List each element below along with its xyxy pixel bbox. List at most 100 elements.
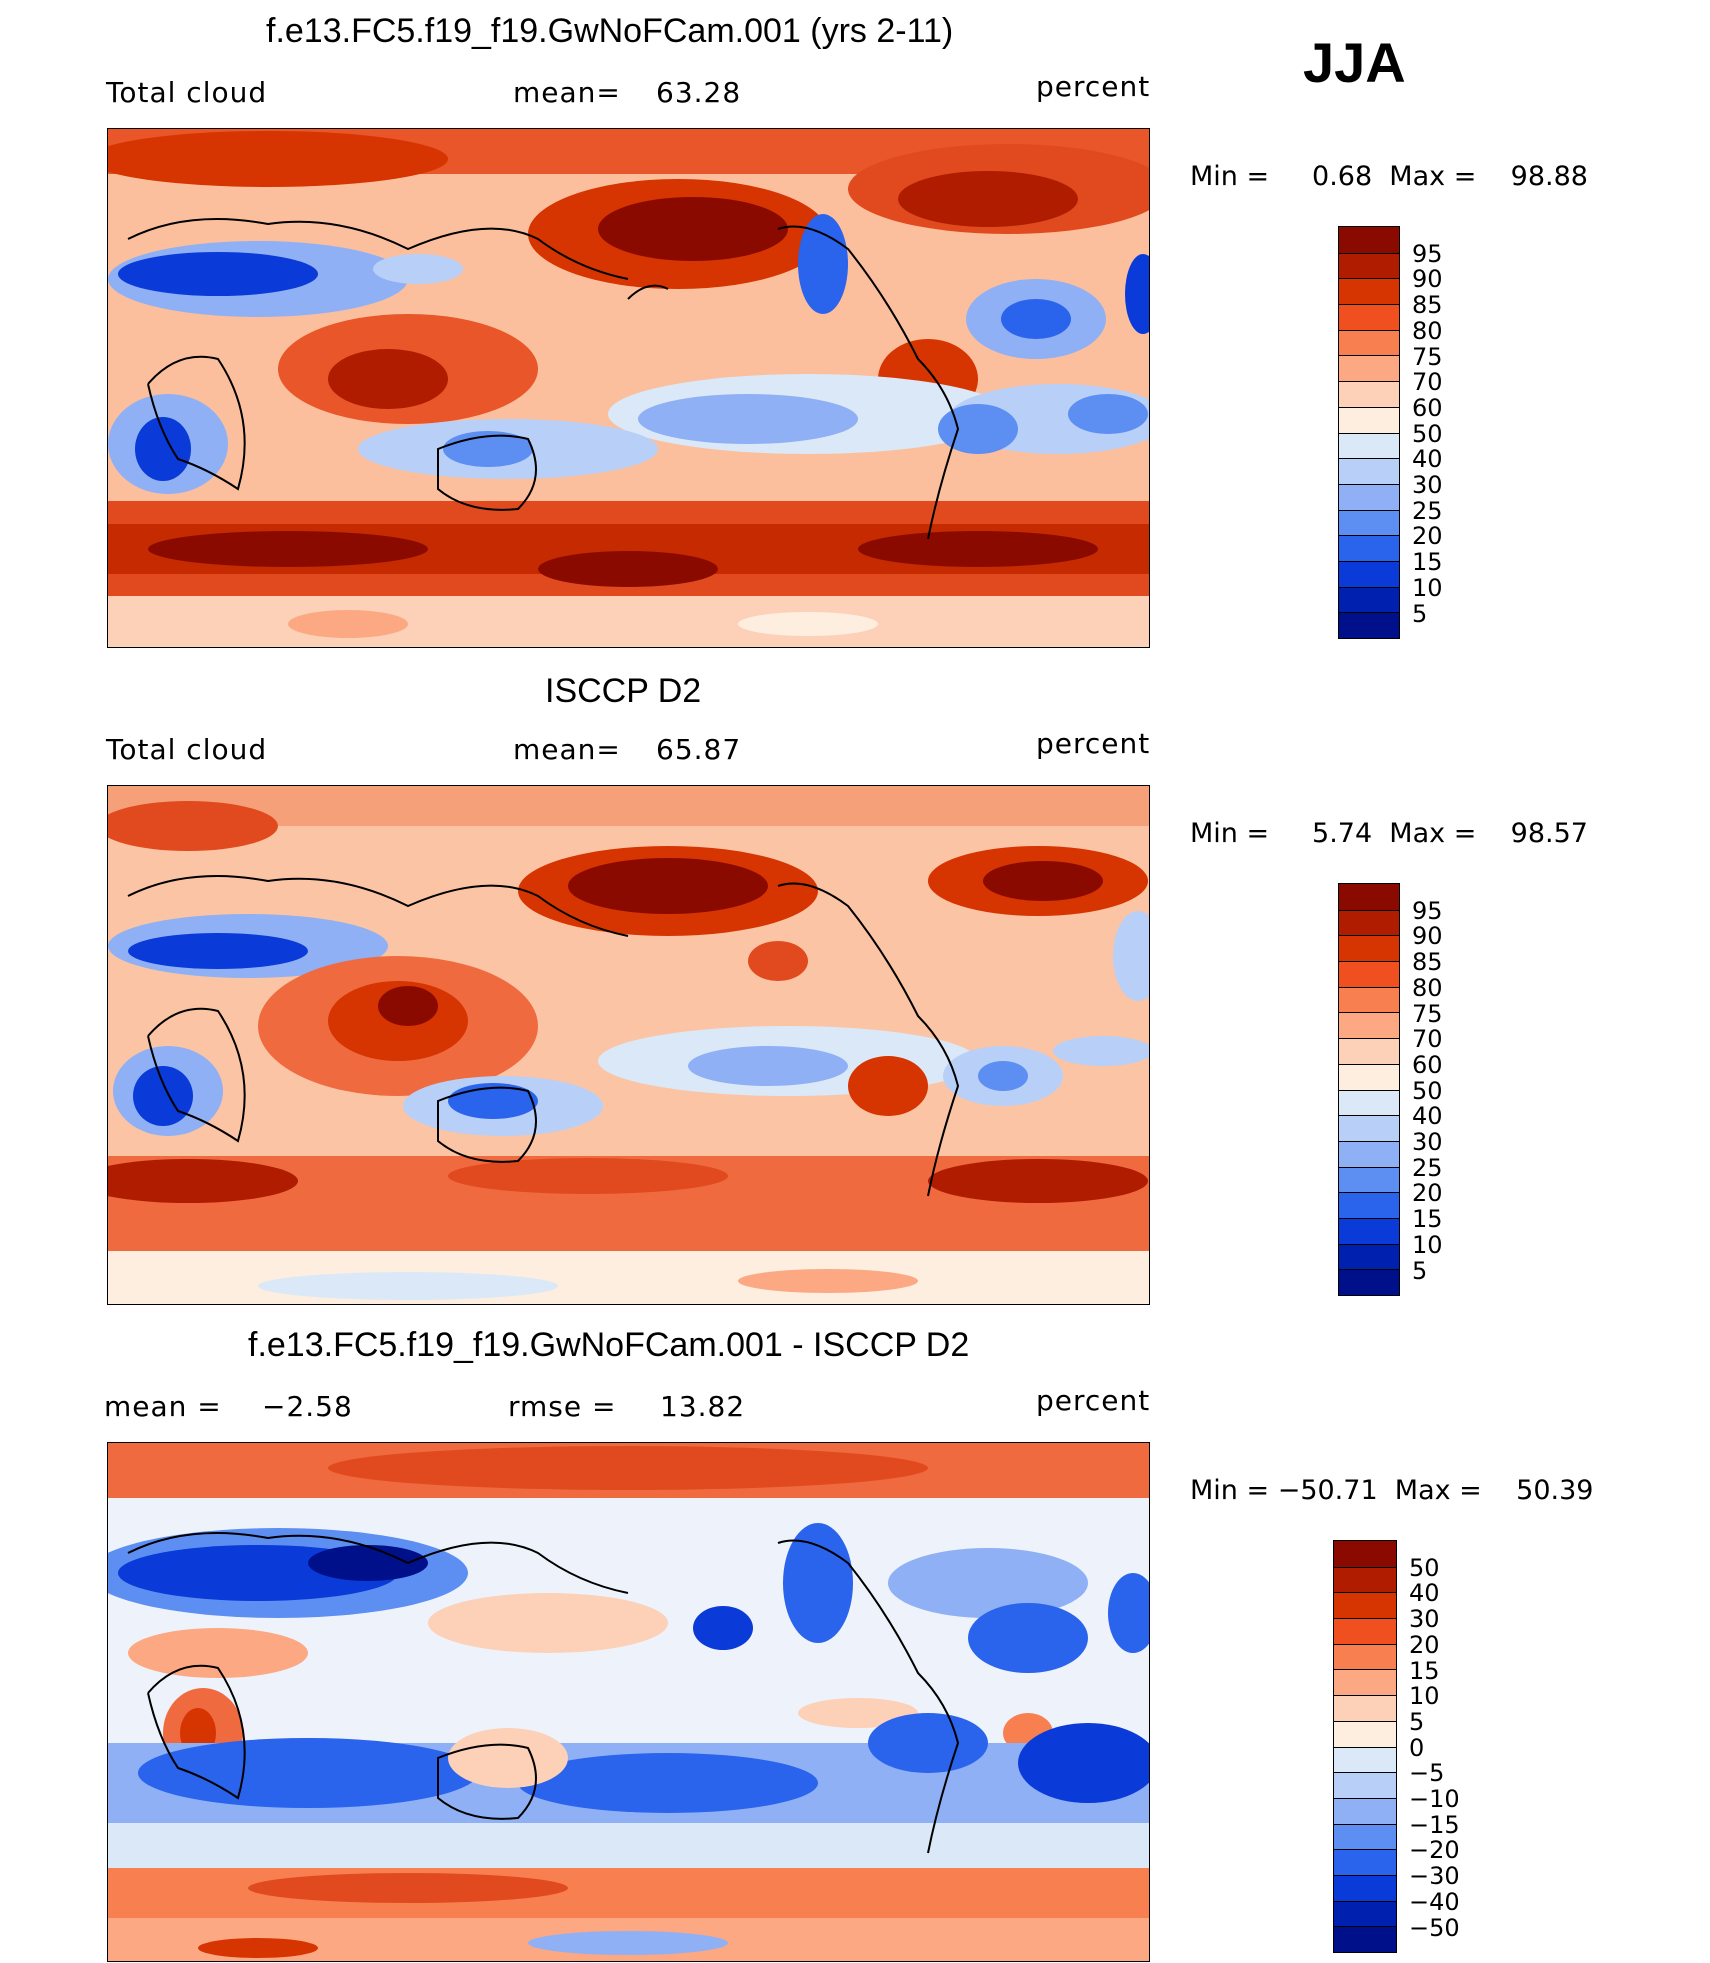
colorbar2-tick-label: 5 xyxy=(1412,1256,1428,1285)
panel2-title: ISCCP D2 xyxy=(545,672,702,710)
colorbar3-tick-label: 15 xyxy=(1409,1656,1440,1685)
panel1-mean-label: mean= xyxy=(513,76,621,109)
colorbar2-swatch xyxy=(1339,1140,1399,1167)
colorbar3-swatch xyxy=(1334,1746,1396,1773)
colorbar1-tick-label: 10 xyxy=(1412,573,1443,602)
colorbar2-tick-label: 70 xyxy=(1412,1025,1443,1054)
colorbar1-swatch xyxy=(1339,329,1399,356)
panel1-colorbar: 95 90 85 80 75 70 60 50 40 30 25 20 15 10 5 xyxy=(1338,226,1443,639)
colorbar2-swatch xyxy=(1339,986,1399,1013)
colorbar3-swatch xyxy=(1334,1797,1396,1824)
colorbar1-tick-label: 25 xyxy=(1412,496,1443,525)
colorbar1-tick-label: 70 xyxy=(1412,368,1443,397)
colorbar1-tick-label: 80 xyxy=(1412,316,1443,345)
colorbar2-swatch xyxy=(1339,1038,1399,1064)
panel1-min-max: Min = 0.68 Max = 98.88 xyxy=(1190,161,1588,192)
colorbar2-swatch xyxy=(1339,1192,1399,1218)
colorbar3-swatch xyxy=(1334,1849,1396,1875)
colorbar3-tick-label: 50 xyxy=(1409,1553,1440,1582)
colorbar3-swatch xyxy=(1334,1592,1396,1619)
colorbar3-tick-label: 30 xyxy=(1409,1605,1440,1634)
colorbar1-tick-label: 95 xyxy=(1412,239,1443,268)
panel2-map xyxy=(107,785,1150,1305)
colorbar2-swatch xyxy=(1339,1063,1399,1090)
colorbar1-swatch xyxy=(1339,612,1399,638)
colorbar3-tick-label: −15 xyxy=(1409,1810,1460,1839)
colorbar3-tick-label: 10 xyxy=(1409,1682,1440,1711)
colorbar3-tick-label: 40 xyxy=(1409,1579,1440,1608)
colorbar3-swatch xyxy=(1334,1618,1396,1644)
colorbar1-tick-label: 50 xyxy=(1412,419,1443,448)
colorbar2-tick-label: 60 xyxy=(1412,1050,1443,1079)
colorbar1-tick-label: 5 xyxy=(1412,599,1428,628)
panel3-units: percent xyxy=(1036,1384,1151,1417)
colorbar1-tick-label: 20 xyxy=(1412,522,1443,551)
colorbar2-swatch xyxy=(1339,1217,1399,1244)
colorbar1-tick-label: 90 xyxy=(1412,265,1443,294)
colorbar3-swatch xyxy=(1334,1720,1396,1747)
panel1-mean-value: 63.28 xyxy=(656,76,742,109)
colorbar2-tick-label: 80 xyxy=(1412,973,1443,1002)
panel2-colorbar: 95 90 85 80 75 70 60 50 40 30 25 20 15 10 5 xyxy=(1338,883,1443,1296)
colorbar2-swatches xyxy=(1338,883,1400,1296)
colorbar1-tick-label: 75 xyxy=(1412,342,1443,371)
colorbar1-swatches xyxy=(1338,226,1400,639)
colorbar2-tick-label: 30 xyxy=(1412,1128,1443,1156)
colorbar2-tick-label: 10 xyxy=(1412,1230,1443,1259)
colorbar2-tick-label: 75 xyxy=(1412,999,1443,1028)
colorbar3-swatch xyxy=(1334,1772,1396,1798)
colorbar1-swatch xyxy=(1339,432,1399,459)
panel3-title: f.e13.FC5.f19_f19.GwNoFCam.001 - ISCCP D… xyxy=(248,1326,970,1364)
panel3-map xyxy=(107,1442,1150,1962)
colorbar2-tick-label: 20 xyxy=(1412,1179,1443,1208)
colorbar1-swatch xyxy=(1339,355,1399,382)
colorbar3-swatch xyxy=(1334,1926,1396,1952)
colorbar3-tick-label: −5 xyxy=(1409,1759,1445,1788)
colorbar3-tick-label: −40 xyxy=(1409,1887,1460,1916)
panel2-variable-label: Total cloud xyxy=(106,733,268,766)
colorbar3-swatch xyxy=(1334,1541,1396,1567)
colorbar3-swatch xyxy=(1334,1669,1396,1696)
colorbar3-tick-label: −10 xyxy=(1409,1785,1460,1813)
colorbar3-tick-label: −50 xyxy=(1409,1913,1460,1942)
colorbar2-tick-label: 40 xyxy=(1412,1102,1443,1131)
colorbar2-swatch xyxy=(1339,961,1399,987)
colorbar3-tick-label: 0 xyxy=(1409,1733,1425,1762)
panel1-map xyxy=(107,128,1150,648)
colorbar3-tick-label: 5 xyxy=(1409,1707,1425,1736)
colorbar1-swatch xyxy=(1339,586,1399,613)
colorbar3-swatch xyxy=(1334,1643,1396,1670)
colorbar2-tick-label: 90 xyxy=(1412,922,1443,951)
colorbar2-tick-label: 15 xyxy=(1412,1205,1443,1234)
colorbar3-tick-label: 20 xyxy=(1409,1630,1440,1659)
colorbar1-tick-label: 15 xyxy=(1412,548,1443,577)
panel2-units: percent xyxy=(1036,727,1151,760)
colorbar3-swatch xyxy=(1334,1566,1396,1593)
colorbar2-swatch xyxy=(1339,1012,1399,1039)
colorbar2-tick-label: 25 xyxy=(1412,1153,1443,1182)
colorbar3-swatch xyxy=(1334,1900,1396,1927)
colorbar1-tick-label: 85 xyxy=(1412,291,1443,320)
colorbar1-swatch xyxy=(1339,483,1399,510)
colorbar3-swatch xyxy=(1334,1823,1396,1850)
colorbar3-tick-label: −30 xyxy=(1409,1862,1460,1891)
colorbar3-tick-label: −20 xyxy=(1409,1836,1460,1865)
panel3-mean-value: −2.58 xyxy=(262,1390,353,1423)
colorbar1-swatch xyxy=(1339,560,1399,587)
colorbar1-tick-label: 60 xyxy=(1412,393,1443,422)
colorbar2-swatch xyxy=(1339,1115,1399,1141)
colorbar3-swatches xyxy=(1333,1540,1397,1953)
colorbar1-swatch xyxy=(1339,458,1399,484)
panel3-mean-label: mean = xyxy=(104,1390,222,1423)
colorbar1-tick-label: 40 xyxy=(1412,445,1443,474)
colorbar3-swatch xyxy=(1334,1695,1396,1721)
panel3-rmse-label: rmse = xyxy=(508,1390,617,1423)
colorbar2-swatch xyxy=(1339,1089,1399,1116)
colorbar2-tick-label: 95 xyxy=(1412,896,1443,925)
colorbar1-swatch xyxy=(1339,381,1399,407)
panel2-mean-label: mean= xyxy=(513,733,621,766)
panel2-mean-value: 65.87 xyxy=(656,733,742,766)
panel2-min-max: Min = 5.74 Max = 98.57 xyxy=(1190,818,1588,849)
panel3-colorbar: 50 40 30 20 15 10 5 0 −5 −10 −15 −20 −30 −40 −50 xyxy=(1333,1540,1460,1953)
colorbar2-tick-label: 85 xyxy=(1412,948,1443,977)
